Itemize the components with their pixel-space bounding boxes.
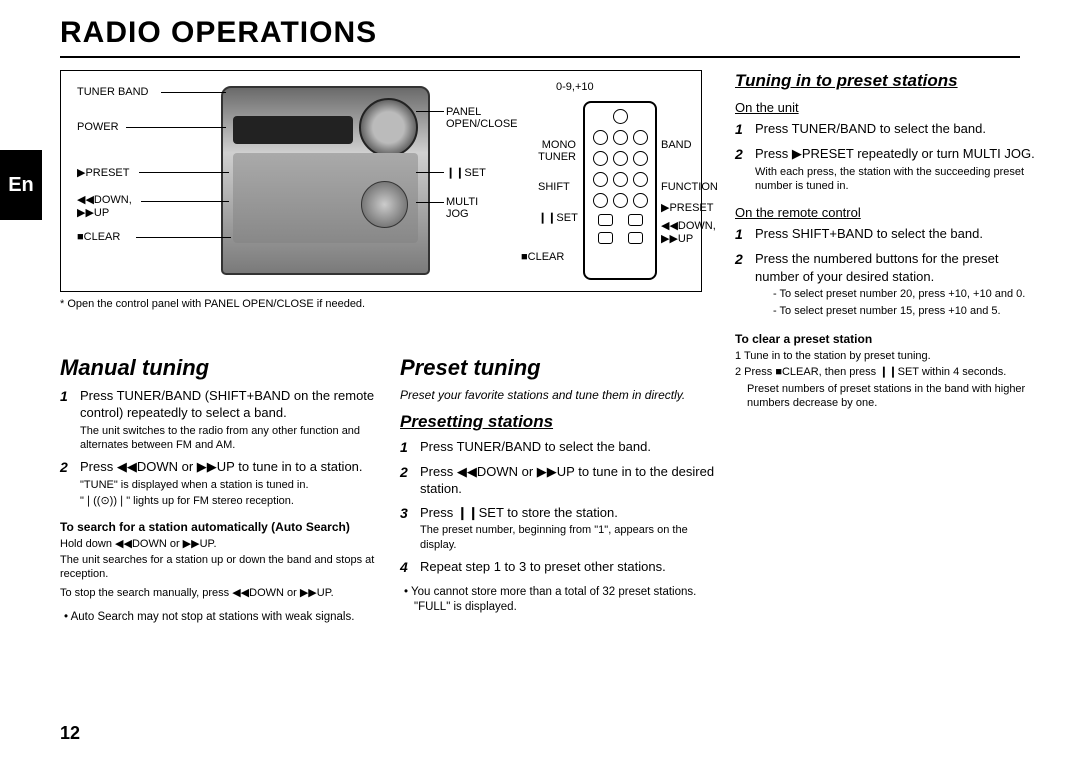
label-power: POWER — [77, 121, 119, 133]
diagram-note: * Open the control panel with PANEL OPEN… — [60, 298, 720, 310]
clear-title: To clear a preset station — [735, 331, 1035, 347]
unit-step2: Press ▶PRESET repeatedly or turn MULTI J… — [755, 146, 1035, 161]
preset-step4: Repeat step 1 to 3 to preset other stati… — [420, 558, 720, 577]
preset-step2: Press ◀◀DOWN or ▶▶UP to tune in to the d… — [420, 463, 720, 498]
label-rclear: ■CLEAR — [521, 251, 564, 263]
label-set: ❙❙SET — [446, 166, 486, 179]
diagram-box: TUNER BAND POWER ▶PRESET ◀◀DOWN, ▶▶UP ■C… — [60, 70, 702, 292]
preset-tuning-section: Preset tuning Preset your favorite stati… — [400, 345, 720, 616]
label-clear: ■CLEAR — [77, 231, 120, 243]
label-up: ▶▶UP — [77, 206, 109, 219]
clear-2-sub: Preset numbers of preset stations in the… — [735, 382, 1035, 411]
remote-step2: Press the numbered buttons for the prese… — [755, 251, 999, 284]
on-unit-heading: On the unit — [735, 99, 1035, 117]
on-remote-heading: On the remote control — [735, 204, 1035, 222]
autosearch-1: Hold down ◀◀DOWN or ▶▶UP. — [60, 537, 380, 551]
step-num: 1 — [400, 438, 420, 457]
label-shift: SHIFT — [538, 181, 570, 193]
step-num: 1 — [735, 225, 755, 244]
preset-step3: Press ❙❙SET to store the station. — [420, 505, 618, 520]
language-tab: En — [0, 150, 42, 220]
step-num: 2 — [735, 250, 755, 319]
label-preset: ▶PRESET — [77, 166, 129, 179]
manual-step2-sub2: "❘((⊙))❘" lights up for FM stereo recept… — [80, 494, 380, 508]
tuning-in-heading: Tuning in to preset stations — [735, 70, 1035, 93]
remote-dash1: - To select preset number 20, press +10,… — [755, 287, 1035, 302]
label-panel: PANEL OPEN/CLOSE — [446, 106, 526, 130]
preset-tuning-sub: Preset your favorite stations and tune t… — [400, 387, 720, 403]
label-tuner-band: TUNER BAND — [77, 86, 149, 98]
remote-dash2: - To select preset number 15, press +10 … — [755, 304, 1035, 319]
autosearch-3: To stop the search manually, press ◀◀DOW… — [60, 586, 380, 600]
manual-step1-sub: The unit switches to the radio from any … — [80, 424, 380, 453]
preset-bullet: • You cannot store more than a total of … — [400, 585, 720, 616]
manual-tuning-section: Manual tuning 1 Press TUNER/BAND (SHIFT+… — [60, 345, 380, 625]
label-function: FUNCTION — [661, 181, 718, 193]
step-num: 1 — [735, 120, 755, 139]
remote-illustration — [583, 101, 657, 280]
label-down: ◀◀DOWN, — [77, 193, 132, 206]
title-rule — [60, 56, 1020, 58]
unit-step2-sub: With each press, the station with the su… — [755, 165, 1035, 194]
label-rup: ▶▶UP — [661, 232, 693, 245]
manual-tuning-heading: Manual tuning — [60, 353, 380, 383]
autosearch-bullet: • Auto Search may not stop at stations w… — [60, 610, 380, 626]
step-num: 2 — [400, 463, 420, 498]
remote-step1: Press SHIFT+BAND to select the band. — [755, 225, 1035, 244]
step-num: 3 — [400, 504, 420, 552]
presetting-heading: Presetting stations — [400, 411, 720, 434]
step-num: 2 — [60, 458, 80, 508]
page-title: RADIO OPERATIONS — [60, 16, 377, 50]
label-rset: ❙❙SET — [538, 211, 578, 224]
preset-tuning-heading: Preset tuning — [400, 353, 720, 383]
label-band: BAND — [661, 139, 692, 151]
label-num: 0-9,+10 — [556, 81, 594, 93]
manual-step1: Press TUNER/BAND (SHIFT+BAND on the remo… — [80, 388, 374, 421]
autosearch-title: To search for a station automatically (A… — [60, 519, 380, 535]
autosearch-2: The unit searches for a station up or do… — [60, 553, 380, 582]
preset-step3-sub: The preset number, beginning from "1", a… — [420, 523, 720, 552]
preset-step1: Press TUNER/BAND to select the band. — [420, 438, 720, 457]
tuning-in-section: Tuning in to preset stations On the unit… — [735, 70, 1035, 410]
step-num: 4 — [400, 558, 420, 577]
stereo-illustration — [211, 81, 436, 281]
step-num: 1 — [60, 387, 80, 453]
page-number: 12 — [60, 723, 80, 744]
clear-1: 1 Tune in to the station by preset tunin… — [735, 349, 1035, 363]
manual-step2-sub1: "TUNE" is displayed when a station is tu… — [80, 478, 380, 492]
label-multijog: MULTI JOG — [446, 196, 496, 220]
unit-step1: Press TUNER/BAND to select the band. — [755, 120, 1035, 139]
label-rdown: ◀◀DOWN, — [661, 219, 716, 232]
clear-2: 2 Press ■CLEAR, then press ❙❙SET within … — [735, 365, 1035, 379]
manual-step2: Press ◀◀DOWN or ▶▶UP to tune in to a sta… — [80, 459, 363, 474]
diagram: TUNER BAND POWER ▶PRESET ◀◀DOWN, ▶▶UP ■C… — [60, 70, 720, 315]
label-mono: MONO TUNER — [526, 139, 576, 163]
label-rpreset: ▶PRESET — [661, 201, 713, 214]
step-num: 2 — [735, 145, 755, 193]
